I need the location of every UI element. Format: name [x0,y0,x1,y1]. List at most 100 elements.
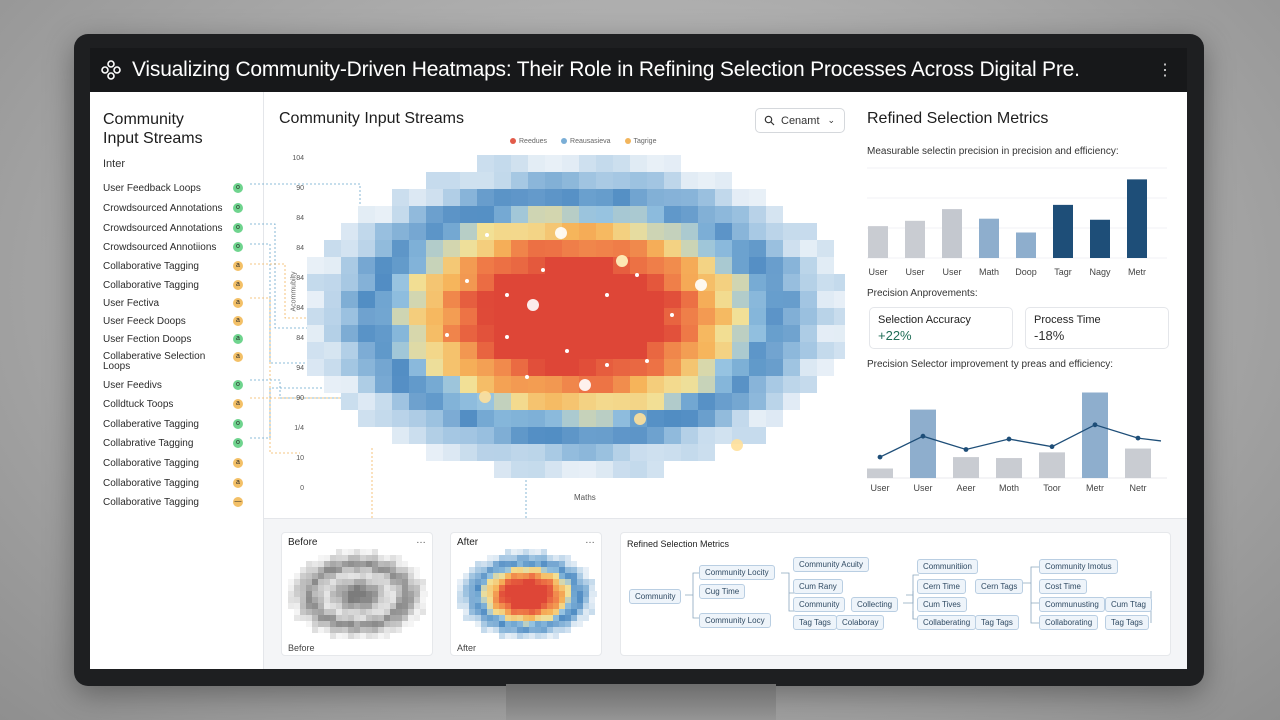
flow-node[interactable]: Communitiion [917,559,978,574]
flow-node[interactable]: Cug Time [699,584,746,599]
heatmap-cell [375,206,392,223]
heatmap-cell [330,555,336,561]
stream-item[interactable]: Collaborative Tagging a [103,478,253,489]
before-title: Before [288,537,318,548]
bar [1125,448,1151,478]
heatmap-cell [487,585,493,591]
heatmap-cell [577,603,583,609]
x-tick-label: User [870,483,889,493]
heatmap-cell [463,597,469,603]
more-options-icon[interactable]: ⋮ [1157,62,1173,79]
heatmap-cell [341,376,358,393]
heatmap-cell [817,359,834,376]
heatmap-cell [559,603,565,609]
heatmap-cell [366,615,372,621]
flow-node[interactable]: Tag Tags [793,615,837,630]
stream-item[interactable]: Collaborative Tagging a [103,280,253,291]
y-tick-label: 84 [296,275,304,282]
heatmap-cell [354,597,360,603]
heatmap-cell [306,585,312,591]
heatmap-cell [475,597,481,603]
stream-item[interactable]: User Feeck Doops a [103,316,253,327]
heatmap-cell [528,257,545,274]
flow-node[interactable]: Cum Ttag [1105,597,1152,612]
more-icon[interactable]: … [416,535,426,546]
before-heatmap-card: Before … Before [281,532,433,656]
heatmap-cell [766,291,783,308]
heatmap-cell [307,308,324,325]
more-icon[interactable]: … [585,535,595,546]
heatmap-cell [375,325,392,342]
heatmap-cell [487,609,493,615]
flow-node[interactable]: Cum Rany [793,579,843,594]
heatmap-cell [494,325,511,342]
stream-item[interactable]: User Feedback Loops o [103,183,253,194]
heatmap-cell [630,427,647,444]
heatmap-cell [596,376,613,393]
stream-item[interactable]: Collaberative Selection Loops a [103,352,253,372]
flow-node[interactable]: Community [793,597,846,612]
stream-item[interactable]: Collaborative Tagging a [103,458,253,469]
flow-node[interactable]: Cern Time [917,579,966,594]
heatmap-cell [414,603,420,609]
heatmap-cell [715,257,732,274]
heatmap-cell [336,603,342,609]
stream-item[interactable]: Colldtuck Toops a [103,399,253,410]
heatmap-cell [336,627,342,633]
heatmap-cell [336,597,342,603]
bar [953,457,979,478]
stream-item[interactable]: Collabrative Tagging o [103,438,253,449]
stream-item[interactable]: Collaborative Tagging — [103,497,253,508]
heatmap-cell [529,561,535,567]
flow-node[interactable]: Community Acuity [793,557,870,572]
heatmap-cell [528,172,545,189]
heatmap-cell [545,291,562,308]
flow-node[interactable]: Tag Tags [1105,615,1149,630]
flow-node[interactable]: Cost Time [1039,579,1088,594]
flow-node[interactable]: Community Locity [699,565,775,580]
heatmap-cell [571,615,577,621]
flow-node[interactable]: Community Locy [699,613,771,628]
stream-item[interactable]: User Fectiva a [103,298,253,309]
sidebar-subtitle: Inter [103,158,126,170]
heatmap-cell [681,257,698,274]
heatmap-cell [342,555,348,561]
stream-item[interactable]: Collaborative Tagging a [103,261,253,272]
bar [1053,204,1073,258]
flow-node[interactable]: Community Imotus [1039,559,1118,574]
heatmap-cell [477,410,494,427]
heatmap-cell [366,585,372,591]
heatmap-cell [545,155,562,172]
heatmap-cell [494,223,511,240]
flow-node[interactable]: Collecting [851,597,899,612]
heatmap-cell [545,410,562,427]
community-heatmap[interactable] [307,155,845,495]
stream-item[interactable]: User Feedivs o [103,380,253,391]
heatmap-cell [414,615,420,621]
flow-node[interactable]: Tag Tags [975,615,1019,630]
flow-node[interactable]: Colaboray [836,615,885,630]
filter-dropdown[interactable]: Cenamt ⌄ [755,108,845,133]
heatmap-cell [475,591,481,597]
heatmap-cell [613,172,630,189]
heatmap-cell [477,206,494,223]
heatmap-cell [384,633,390,639]
stream-item[interactable]: Crowdsourced Annotations o [103,203,253,214]
flow-node[interactable]: Community [629,589,682,604]
flow-node[interactable]: Communusting [1039,597,1105,612]
stream-item[interactable]: Crowdsourced Annotiions o [103,242,253,253]
heatmap-cell [565,615,571,621]
flow-node[interactable]: Cern Tags [975,579,1024,594]
flow-node[interactable]: Collaborating [1039,615,1099,630]
stream-item[interactable]: Collaberative Tagging o [103,419,253,430]
heatmap-cell [630,257,647,274]
heatmap-cell [460,410,477,427]
stream-item[interactable]: Crowdsourced Annotations o [103,223,253,234]
flow-node[interactable]: Cum Tives [917,597,967,612]
stream-item[interactable]: User Fection Doops a [103,334,253,345]
heatmap-cell [408,621,414,627]
heatmap-cell [477,342,494,359]
heatmap-cell [579,223,596,240]
flow-node[interactable]: Collaberating [917,615,977,630]
heatmap-cell [307,325,324,342]
